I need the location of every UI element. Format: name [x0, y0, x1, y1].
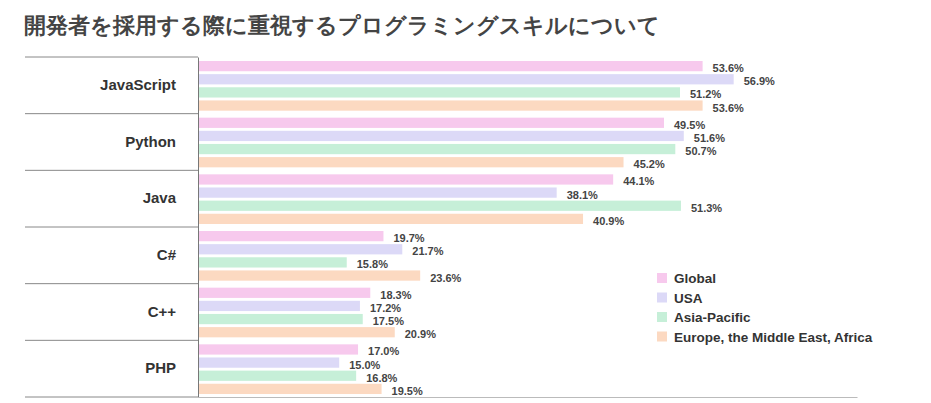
- bar: [198, 244, 402, 254]
- data-label: 15.0%: [349, 359, 380, 371]
- bar: [198, 314, 363, 324]
- category-label: C++: [148, 303, 177, 320]
- bar: [198, 174, 613, 184]
- bar: [198, 131, 684, 141]
- data-label: 51.2%: [690, 88, 721, 100]
- data-label: 15.8%: [357, 258, 388, 270]
- data-label: 53.6%: [713, 62, 744, 74]
- separator: [25, 227, 198, 228]
- data-label: 45.2%: [634, 158, 665, 170]
- data-label: 17.2%: [370, 302, 401, 314]
- legend-label: Asia-Pacific: [674, 310, 751, 325]
- legend-swatch: [657, 332, 667, 342]
- bar: [198, 344, 358, 354]
- separator: [25, 340, 198, 341]
- bar: [198, 87, 680, 97]
- x-axis-line: [199, 397, 858, 398]
- bar: [198, 157, 624, 167]
- bar: [198, 61, 703, 71]
- category-label: C#: [157, 246, 177, 263]
- y-tick: Python: [125, 133, 198, 150]
- category-label: PHP: [145, 359, 176, 376]
- legend: Global USA Asia-Pacific Europe, the Middle …: [657, 271, 873, 345]
- bar: [198, 357, 339, 367]
- data-label: 23.6%: [430, 272, 461, 284]
- legend-swatch: [657, 293, 667, 303]
- data-label: 19.7%: [393, 232, 424, 244]
- data-label: 51.6%: [694, 132, 725, 144]
- data-label: 49.5%: [674, 119, 705, 131]
- legend-label: Europe, the Middle East, Africa: [674, 330, 873, 345]
- bar: [198, 144, 675, 154]
- bar: [198, 187, 557, 197]
- bar: [198, 201, 681, 211]
- legend-label: Global: [674, 271, 716, 286]
- x-axis: [199, 397, 858, 398]
- bar: [198, 270, 420, 280]
- bar: [198, 118, 664, 128]
- legend-swatch: [657, 273, 667, 283]
- y-tick: C++: [148, 303, 198, 320]
- legend-label: USA: [674, 291, 703, 306]
- data-label: 20.9%: [405, 328, 436, 340]
- data-label: 17.5%: [373, 315, 404, 327]
- category-label: Python: [125, 133, 176, 150]
- separator: [25, 113, 198, 114]
- category-label: JavaScript: [100, 76, 176, 93]
- data-label: 16.8%: [366, 372, 397, 384]
- separator: [25, 57, 198, 58]
- data-label: 21.7%: [412, 245, 443, 257]
- data-label: 18.3%: [380, 289, 411, 301]
- data-label: 40.9%: [593, 215, 624, 227]
- bar: [198, 384, 382, 394]
- title: 開発者を採用する際に重視するプログラミングスキルについて: [24, 13, 660, 38]
- legend-swatch: [657, 312, 667, 322]
- data-label: 53.6%: [713, 102, 744, 114]
- bar: [198, 288, 370, 298]
- category-label: Java: [143, 189, 177, 206]
- bar: [198, 231, 383, 241]
- separators: [25, 57, 198, 397]
- data-label: 56.9%: [744, 75, 775, 87]
- y-tick: JavaScript: [100, 76, 198, 93]
- bar: [198, 371, 356, 381]
- bar: [198, 214, 583, 224]
- bar: [198, 100, 703, 110]
- data-label: 51.3%: [691, 202, 722, 214]
- data-labels: 53.6% 49.5% 44.1% 19.7% 18.3% 17.0% 56.9% 51.6%…: [349, 62, 775, 397]
- bar: [198, 74, 734, 84]
- bar: [198, 327, 395, 337]
- data-label: 17.0%: [368, 345, 399, 357]
- bar: [198, 257, 347, 267]
- chart: 開発者を採用する際に重視するプログラミングスキルについて 53.6% 49.5% 44…: [0, 0, 931, 403]
- bars: [198, 61, 734, 394]
- data-label: 38.1%: [567, 189, 598, 201]
- separator: [25, 397, 198, 398]
- data-label: 50.7%: [685, 145, 716, 157]
- data-label: 44.1%: [623, 175, 654, 187]
- y-tick: PHP: [145, 359, 198, 376]
- bar: [198, 301, 360, 311]
- y-axis-line: [198, 58, 199, 398]
- y-tick: Java: [143, 189, 198, 206]
- separator: [25, 283, 198, 284]
- y-tick: C#: [157, 246, 198, 263]
- y-axis: JavaScript Python Java C# C++ PHP: [100, 58, 198, 398]
- data-label: 19.5%: [392, 385, 423, 397]
- separator: [25, 170, 198, 171]
